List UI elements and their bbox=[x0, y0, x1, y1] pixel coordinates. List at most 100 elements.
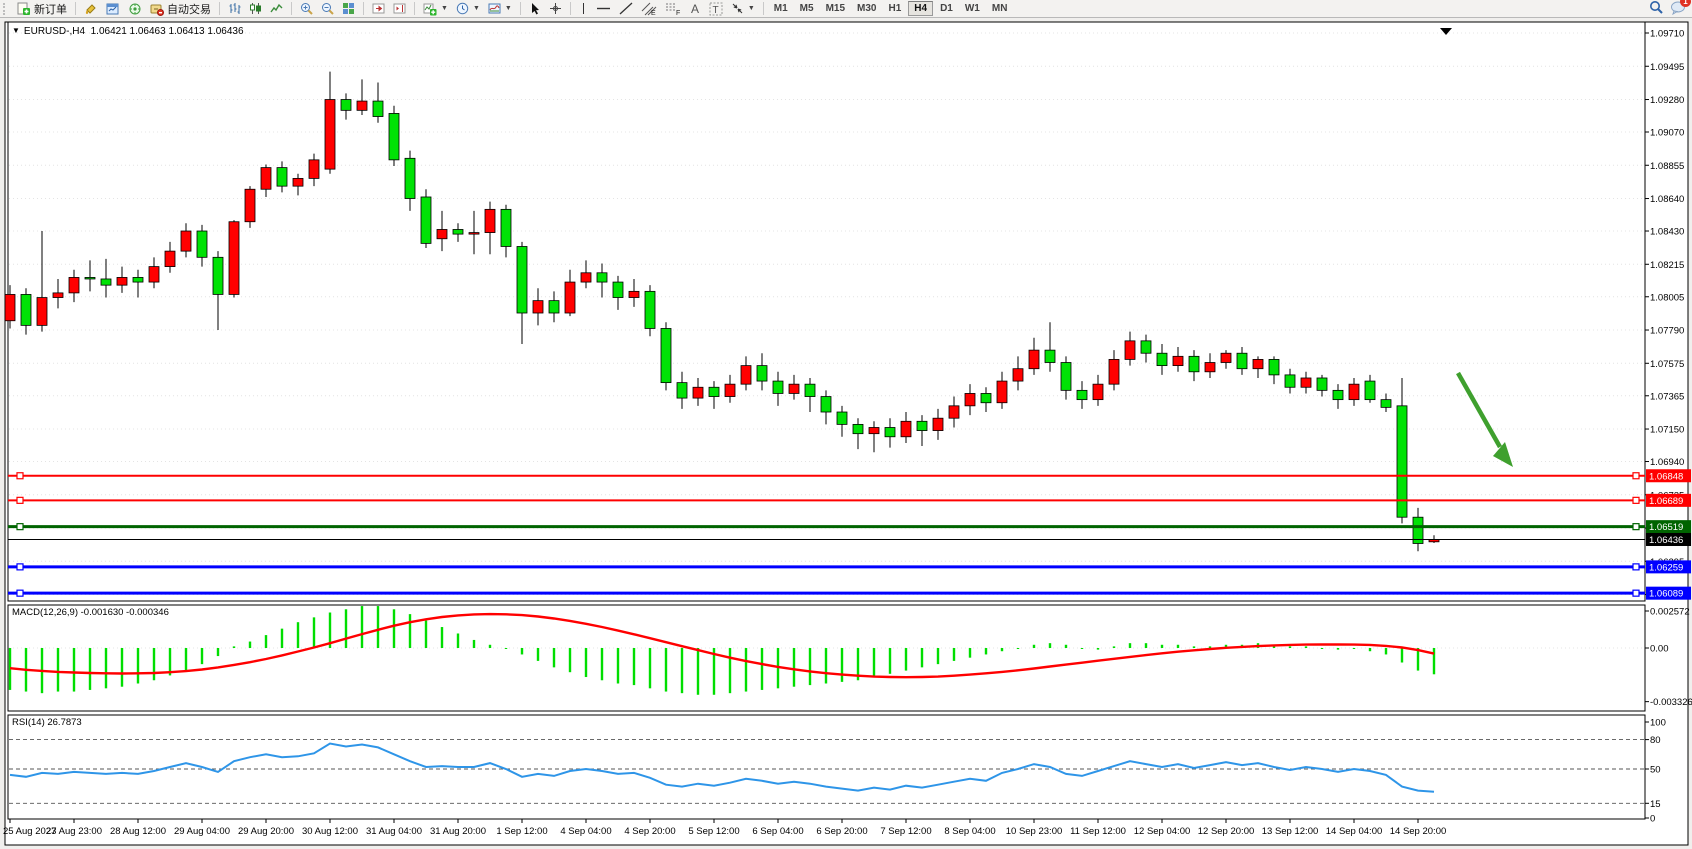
chart-symbol-period: EURUSD-,H4 bbox=[23, 26, 86, 37]
cursor-icon bbox=[529, 2, 541, 15]
svg-text:28 Aug 12:00: 28 Aug 12:00 bbox=[110, 826, 166, 837]
svg-text:1.06519: 1.06519 bbox=[1649, 522, 1683, 533]
navigator-button[interactable] bbox=[124, 0, 146, 17]
svg-text:29 Aug 04:00: 29 Aug 04:00 bbox=[174, 826, 230, 837]
line-handle bbox=[1632, 589, 1640, 597]
svg-text:6 Sep 20:00: 6 Sep 20:00 bbox=[816, 826, 867, 837]
hline-1.06519[interactable]: 1.06519 bbox=[8, 520, 1691, 534]
timeframe-m15[interactable]: M15 bbox=[825, 3, 846, 14]
candlestick-chart-icon bbox=[249, 2, 262, 15]
chart-ohlc-values: 1.06421 1.06463 1.06413 1.06436 bbox=[90, 26, 244, 37]
zoom-in-button[interactable] bbox=[296, 0, 317, 17]
text-tool[interactable]: A bbox=[685, 0, 705, 17]
equidistant-channel-icon: E bbox=[641, 2, 657, 16]
templates-button[interactable]: ▼ bbox=[484, 0, 516, 17]
line-chart-icon bbox=[270, 2, 283, 15]
svg-text:1.07150: 1.07150 bbox=[1650, 425, 1684, 436]
timeframe-h1[interactable]: H1 bbox=[888, 3, 902, 14]
periods-icon bbox=[456, 2, 469, 15]
vertical-line-icon bbox=[579, 2, 588, 15]
styler-icon bbox=[84, 2, 98, 16]
vertical-line-tool[interactable] bbox=[575, 0, 592, 17]
crosshair-tool-button[interactable] bbox=[545, 0, 566, 17]
svg-text:1.08005: 1.08005 bbox=[1650, 292, 1684, 303]
svg-text:14 Sep 20:00: 14 Sep 20:00 bbox=[1390, 826, 1447, 837]
periods-button[interactable]: ▼ bbox=[452, 0, 484, 17]
svg-text:1.08430: 1.08430 bbox=[1650, 227, 1684, 238]
zoom-out-icon bbox=[321, 2, 334, 15]
zoom-out-button[interactable] bbox=[317, 0, 338, 17]
macd-indicator-label: MACD(12,26,9) -0.001630 -0.000346 bbox=[12, 607, 169, 618]
candles-layer[interactable] bbox=[4, 71, 1440, 552]
symbol-dropdown-icon[interactable]: ▼ bbox=[12, 26, 20, 35]
candlestick-chart-button[interactable] bbox=[245, 0, 266, 17]
notifications-button[interactable]: 1 bbox=[1670, 0, 1691, 18]
rsi-panel[interactable]: 100 80 50 15 0 bbox=[9, 718, 1666, 825]
macd-panel[interactable]: 0.002572 0.00 -0.003326 bbox=[8, 606, 1692, 708]
svg-text:30 Aug 12:00: 30 Aug 12:00 bbox=[302, 826, 358, 837]
timeframe-m30[interactable]: M30 bbox=[857, 3, 877, 14]
line-handle bbox=[1632, 563, 1640, 571]
chart-shift-button[interactable] bbox=[389, 0, 410, 17]
svg-text:4 Sep 20:00: 4 Sep 20:00 bbox=[624, 826, 675, 837]
timeframe-h4[interactable]: H4 bbox=[908, 1, 934, 16]
market-watch-button[interactable] bbox=[102, 0, 124, 17]
new-order-button[interactable]: 新订单 bbox=[13, 0, 71, 17]
bar-chart-icon bbox=[228, 2, 241, 15]
svg-text:E: E bbox=[651, 10, 656, 16]
zoom-in-icon bbox=[300, 2, 313, 15]
svg-text:0.002572: 0.002572 bbox=[1650, 607, 1690, 618]
svg-text:11 Sep 12:00: 11 Sep 12:00 bbox=[1070, 826, 1126, 837]
label-tool[interactable]: T bbox=[705, 0, 727, 17]
hline-1.06259[interactable]: 1.06259 bbox=[8, 560, 1691, 574]
cursor-tool-button[interactable] bbox=[525, 0, 545, 17]
horizontal-line-tool[interactable] bbox=[592, 0, 615, 17]
svg-text:0.00: 0.00 bbox=[1650, 644, 1669, 655]
timeframe-w1[interactable]: W1 bbox=[964, 3, 980, 14]
svg-text:A: A bbox=[691, 2, 699, 15]
search-icon[interactable] bbox=[1649, 0, 1664, 18]
timeframe-m5[interactable]: M5 bbox=[799, 3, 814, 14]
hline-1.06848[interactable]: 1.06848 bbox=[8, 469, 1691, 483]
svg-text:12 Sep 04:00: 12 Sep 04:00 bbox=[1134, 826, 1191, 837]
timeframe-d1[interactable]: D1 bbox=[940, 3, 953, 14]
market-watch-icon bbox=[106, 2, 120, 16]
svg-text:10 Sep 23:00: 10 Sep 23:00 bbox=[1006, 826, 1063, 837]
hline-1.06689[interactable]: 1.06689 bbox=[8, 493, 1691, 507]
timeframe-mn[interactable]: MN bbox=[991, 3, 1008, 14]
svg-text:1.09495: 1.09495 bbox=[1650, 62, 1684, 73]
styler-button[interactable] bbox=[80, 0, 102, 17]
toolbar-grip[interactable] bbox=[3, 2, 10, 15]
equidistant-channel-tool[interactable]: E bbox=[637, 0, 661, 17]
svg-text:6 Sep 04:00: 6 Sep 04:00 bbox=[752, 826, 803, 837]
line-chart-button[interactable] bbox=[266, 0, 287, 17]
svg-text:27 Aug 23:00: 27 Aug 23:00 bbox=[46, 826, 102, 837]
svg-text:1 Sep 12:00: 1 Sep 12:00 bbox=[496, 826, 547, 837]
auto-scroll-button[interactable] bbox=[368, 0, 389, 17]
fibonacci-tool[interactable]: F bbox=[661, 0, 685, 17]
trendline-tool[interactable] bbox=[615, 0, 637, 17]
svg-text:1.08640: 1.08640 bbox=[1650, 194, 1684, 205]
indicators-button[interactable]: ▼ bbox=[419, 0, 452, 17]
svg-text:1.06940: 1.06940 bbox=[1650, 457, 1684, 468]
arrows-tool[interactable]: ▼ bbox=[727, 0, 759, 17]
new-order-icon bbox=[17, 2, 31, 16]
text-icon: A bbox=[689, 2, 701, 15]
auto-trading-button[interactable]: 自动交易 bbox=[146, 0, 215, 17]
arrow-annotation[interactable] bbox=[1456, 371, 1513, 467]
hline-1.06089[interactable]: 1.06089 bbox=[8, 586, 1691, 600]
chevron-down-icon: ▼ bbox=[747, 5, 755, 12]
tile-windows-button[interactable] bbox=[338, 0, 359, 17]
current-price-line[interactable]: 1.06436 bbox=[8, 532, 1691, 546]
line-handle bbox=[16, 523, 24, 531]
bar-chart-button[interactable] bbox=[224, 0, 245, 17]
auto-trading-label: 自动交易 bbox=[167, 3, 211, 16]
line-handle bbox=[1632, 472, 1640, 480]
svg-text:1.09070: 1.09070 bbox=[1650, 128, 1684, 139]
timeframe-m1[interactable]: M1 bbox=[773, 3, 788, 14]
fibonacci-icon: F bbox=[665, 2, 681, 16]
svg-text:1.07365: 1.07365 bbox=[1650, 391, 1684, 402]
timeframe-buttons: M1 M5 M15 M30 H1 H4 D1 W1 MN bbox=[768, 1, 1014, 16]
